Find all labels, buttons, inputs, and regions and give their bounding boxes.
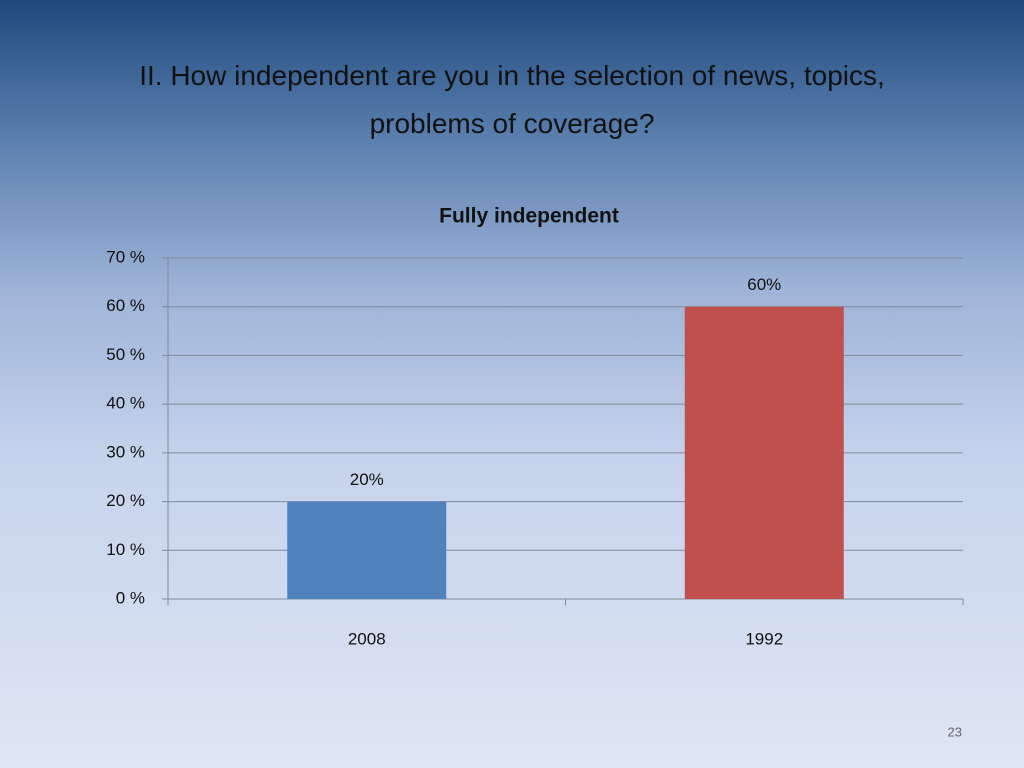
data-label: 60% — [747, 275, 781, 294]
y-tick-label: 10 % — [106, 540, 145, 559]
y-tick-label: 60 % — [106, 296, 145, 315]
x-tick-label: 1992 — [745, 629, 783, 648]
y-tick-label: 50 % — [106, 345, 145, 364]
y-tick-label: 20 % — [106, 491, 145, 510]
bar — [287, 501, 447, 599]
y-tick-label: 40 % — [106, 394, 145, 413]
chart-title: Fully independent — [439, 205, 619, 228]
y-tick-label: 0 % — [116, 588, 145, 607]
bar — [684, 306, 844, 599]
page-number: 23 — [948, 724, 962, 739]
y-tick-label: 70 % — [106, 247, 145, 266]
x-tick-label: 2008 — [348, 629, 386, 648]
slide-title: II. How independent are you in the selec… — [139, 60, 885, 139]
y-tick-label: 30 % — [106, 442, 145, 461]
data-label: 20% — [350, 470, 384, 489]
